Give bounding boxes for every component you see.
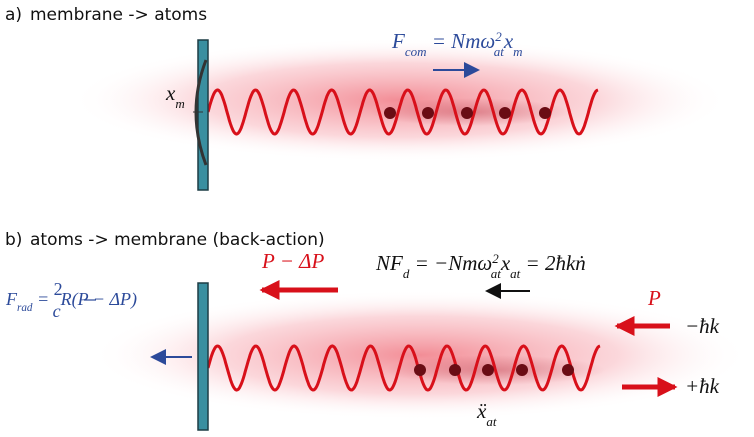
formula-part: com (405, 44, 427, 59)
reflected-power-label: P − ΔP (261, 249, 324, 273)
atom (482, 364, 494, 376)
atom (422, 107, 434, 119)
formula-part: R(P − ΔP) (60, 289, 137, 310)
formula-part: 2 (492, 251, 499, 266)
formula-part: at (491, 266, 502, 281)
membrane (193, 39, 209, 191)
formula-part: x (503, 29, 514, 53)
formula-part: 2 (495, 29, 502, 44)
formula-part: = 2ħkṅ (520, 251, 586, 275)
atom (414, 364, 426, 376)
formula-part: = Nmω (427, 29, 496, 53)
formula-part: P (647, 286, 661, 310)
standing-wave (206, 344, 601, 392)
dipole-force-formula: NFd = −Nmω2 atxat = 2ħkṅ (375, 251, 586, 281)
formula-part: −ħk (685, 314, 720, 338)
atom (516, 364, 528, 376)
formula-part: at (486, 414, 497, 429)
formula-part: F (5, 289, 18, 309)
formula-part: m (175, 96, 184, 111)
panel-label: b) (5, 230, 22, 250)
atom (499, 107, 511, 119)
atoms (414, 364, 574, 376)
formula-part: c (53, 301, 61, 321)
atom (562, 364, 574, 376)
formula-part: NF (375, 251, 403, 275)
formula-part: ẍ (476, 399, 487, 423)
atom (539, 107, 551, 119)
atom (384, 107, 396, 119)
wave-path (206, 344, 601, 392)
acceleration-label: ẍat (476, 399, 497, 429)
displacement-label: xm (165, 81, 185, 111)
formula-part: at (510, 266, 521, 281)
formula-part: = −Nmω (409, 251, 492, 275)
standing-wave (206, 88, 599, 136)
formula-part: m (513, 44, 522, 59)
atoms (384, 107, 551, 119)
force-formula: Fcom = Nmω2 atxm (391, 29, 523, 59)
formula-part: = (33, 289, 54, 309)
formula-part: 2 (54, 279, 63, 299)
panel-caption: membrane -> atoms (30, 5, 207, 25)
formula-part: at (494, 44, 505, 59)
formula-part: x (500, 251, 511, 275)
momentum-label: −ħk (685, 314, 720, 338)
panel-caption: atoms -> membrane (back-action) (30, 230, 325, 250)
formula-part: F (391, 29, 405, 53)
wave-path (206, 88, 599, 136)
membrane (197, 282, 209, 431)
atom (461, 107, 473, 119)
formula-part: P − ΔP (261, 249, 324, 273)
panel-label: a) (5, 5, 22, 25)
momentum-label: +ħk (685, 374, 720, 398)
formula-part: d (403, 266, 410, 281)
atom (449, 364, 461, 376)
formula-part: rad (17, 302, 33, 314)
radiation-force-formula: Frad = 2 cR(P − ΔP) (5, 279, 137, 321)
incident-power-label: P (647, 286, 661, 310)
formula-part: +ħk (685, 374, 720, 398)
formula-part: x (165, 81, 176, 105)
